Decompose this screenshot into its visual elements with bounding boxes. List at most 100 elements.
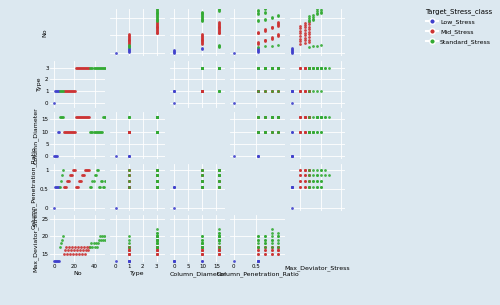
Point	[296, 65, 304, 70]
Point	[261, 65, 269, 70]
Point	[65, 89, 73, 94]
Point	[261, 38, 269, 43]
Point	[100, 115, 108, 120]
Point	[274, 248, 282, 253]
Point	[170, 258, 178, 263]
Point	[268, 115, 276, 120]
Point	[288, 184, 296, 189]
Point	[215, 21, 223, 26]
Point	[125, 184, 133, 189]
Point	[198, 89, 206, 94]
Point	[152, 167, 160, 172]
Point	[325, 65, 333, 70]
Point	[152, 230, 160, 235]
Point	[261, 115, 269, 120]
Point	[215, 234, 223, 239]
Point	[152, 23, 160, 28]
Point	[52, 184, 60, 189]
Point	[274, 32, 282, 37]
Point	[58, 115, 66, 120]
Point	[254, 115, 262, 120]
Point	[321, 173, 329, 178]
Point	[84, 115, 92, 120]
Point	[152, 167, 160, 172]
Point	[96, 129, 104, 134]
Point	[152, 115, 160, 120]
Point	[125, 129, 133, 134]
Point	[261, 251, 269, 256]
Point	[312, 9, 320, 13]
Point	[261, 234, 269, 239]
Point	[316, 184, 324, 189]
Point	[296, 129, 304, 134]
Point	[54, 184, 62, 189]
Point	[90, 173, 98, 178]
Point	[215, 248, 223, 253]
Point	[268, 115, 276, 120]
Point	[254, 129, 262, 134]
Point	[66, 251, 74, 256]
Point	[316, 65, 324, 70]
Point	[106, 230, 114, 235]
Point	[94, 65, 102, 70]
Point	[170, 49, 178, 54]
Point	[274, 14, 282, 19]
Point	[268, 65, 276, 70]
Point	[125, 178, 133, 183]
Point	[215, 42, 223, 47]
Point	[296, 167, 304, 172]
Point	[296, 65, 304, 70]
Point	[254, 89, 262, 94]
Point	[104, 65, 112, 70]
Point	[58, 237, 66, 242]
Point	[198, 244, 206, 249]
Point	[125, 258, 133, 263]
Point	[125, 48, 133, 53]
Point	[312, 178, 320, 183]
Point	[152, 184, 160, 189]
Point	[152, 173, 160, 178]
Point	[78, 115, 86, 120]
Point	[59, 115, 67, 120]
Point	[321, 115, 329, 120]
Point	[261, 244, 269, 249]
Point	[215, 28, 223, 33]
Point	[230, 153, 238, 158]
Point	[254, 18, 262, 23]
Point	[198, 244, 206, 249]
Point	[198, 65, 206, 70]
Point	[288, 49, 296, 54]
Point	[215, 45, 223, 50]
Point	[215, 22, 223, 27]
Point	[304, 173, 312, 178]
Point	[125, 244, 133, 249]
Point	[92, 173, 100, 178]
Point	[215, 65, 223, 70]
Point	[296, 115, 304, 120]
Point	[104, 173, 112, 178]
Point	[125, 129, 133, 134]
Point	[300, 115, 308, 120]
Point	[308, 18, 316, 23]
Point	[152, 251, 160, 256]
Point	[300, 115, 308, 120]
Point	[296, 65, 304, 70]
Point	[125, 167, 133, 172]
Point	[106, 65, 114, 70]
Point	[268, 65, 276, 70]
Point	[274, 248, 282, 253]
Point	[274, 234, 282, 239]
Point	[198, 258, 206, 263]
Point	[274, 65, 282, 70]
Point	[198, 173, 206, 178]
Point	[125, 241, 133, 246]
Point	[152, 244, 160, 249]
Point	[152, 31, 160, 36]
Point	[152, 178, 160, 183]
Point	[61, 248, 69, 253]
Point	[152, 115, 160, 120]
Point	[100, 115, 108, 120]
Point	[125, 153, 133, 158]
Point	[74, 115, 82, 120]
Point	[125, 173, 133, 178]
